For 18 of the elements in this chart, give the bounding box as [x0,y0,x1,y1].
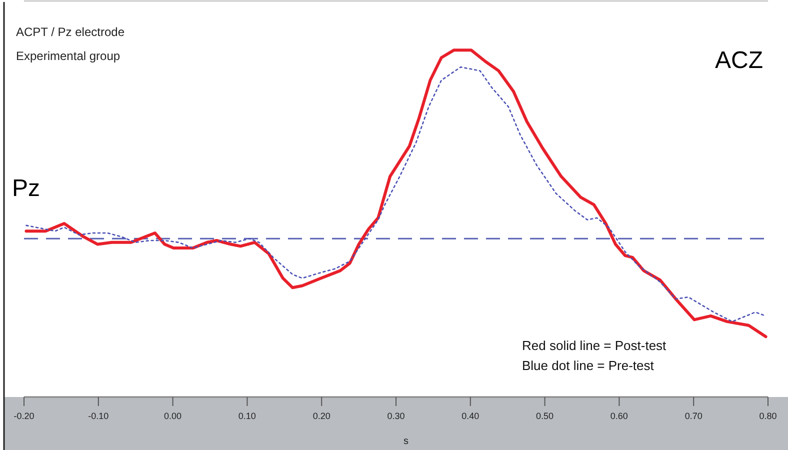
x-tick-label: 0.80 [759,411,777,421]
x-tick-label: 0.20 [312,411,330,421]
annotation: Experimental group [16,49,120,63]
x-axis-title: s [404,436,408,447]
x-tick-label: -0.10 [88,411,109,421]
text: ACPT / Pz electrode [16,25,125,39]
annotation: ACZ [715,47,763,74]
x-tick-label: 0.10 [238,411,256,421]
x-tick-label: 0.60 [610,411,628,421]
x-tick-label: 0.70 [684,411,702,421]
x-tick-label: 0.30 [387,411,405,421]
x-tick-label: 0.00 [164,411,182,421]
text: Blue dot line = Pre-test [522,358,654,373]
x-tick-label: 0.40 [462,411,480,421]
x-tick-label: 0.50 [536,411,554,421]
x-tick-label: -0.20 [14,411,34,421]
text: Red solid line = Post-test [522,338,667,353]
annotation: Pz [12,175,40,202]
